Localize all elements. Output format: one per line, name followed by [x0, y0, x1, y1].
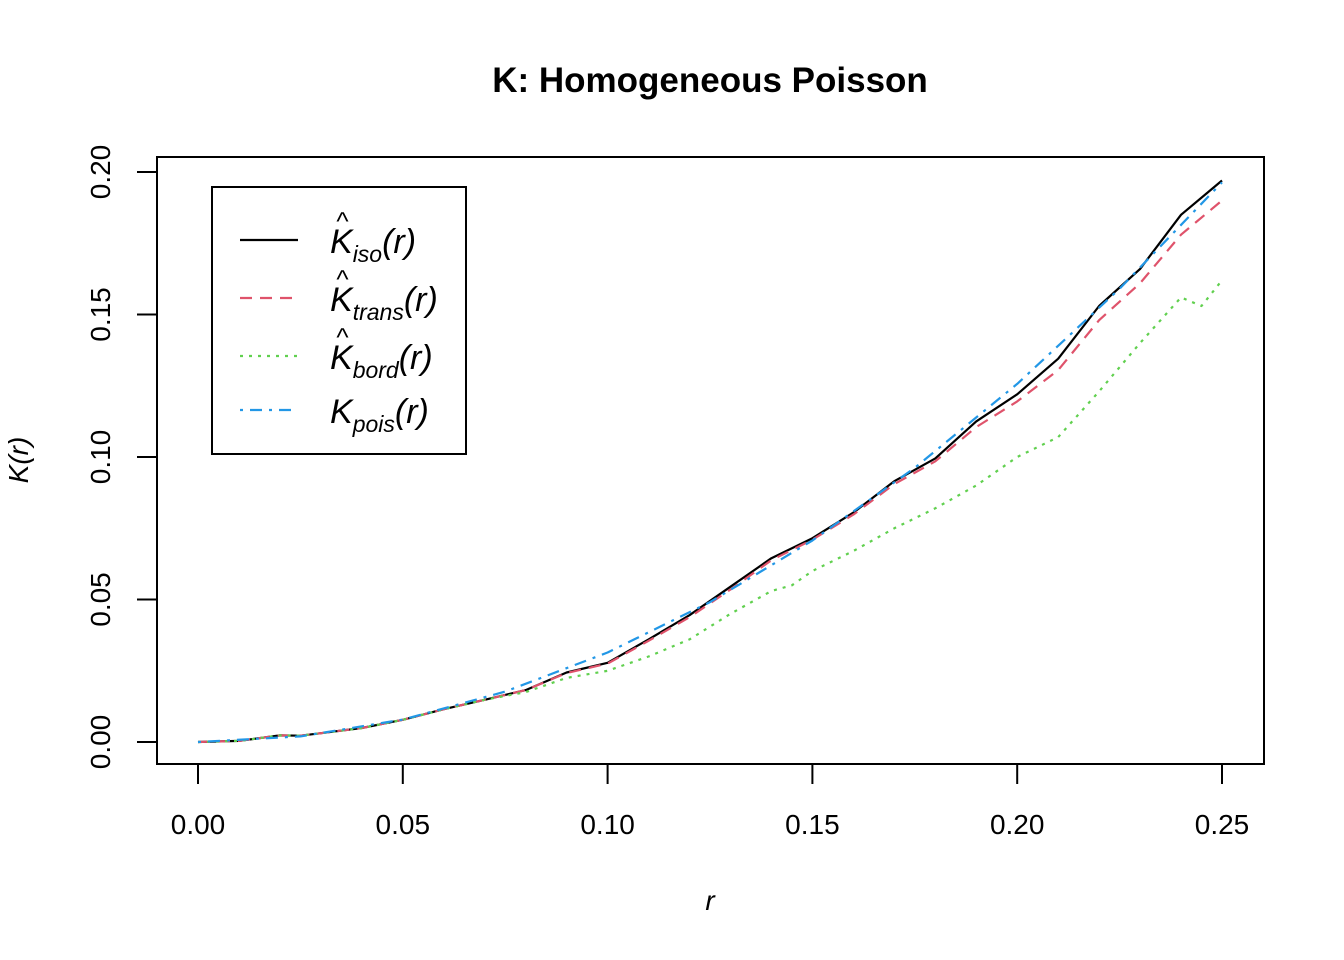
x-tick-label: 0.00: [171, 809, 226, 840]
series-line-bord: [197, 279, 1223, 744]
y-tick-label: 0.00: [85, 715, 116, 770]
legend-argument: (r): [382, 223, 416, 261]
legend-symbol: K: [330, 281, 354, 319]
y-axis: 0.00 0.05 0.10 0.15 0.20: [85, 145, 158, 770]
y-tick-label: 0.15: [85, 287, 116, 342]
x-tick-label: 0.10: [580, 809, 635, 840]
y-axis-label: K(r): [3, 437, 34, 484]
legend-symbol: K: [330, 393, 354, 431]
x-tick-label: 0.25: [1195, 809, 1250, 840]
legend-label-trans: Ktrans(r): [330, 281, 438, 325]
y-tick-label: 0.05: [85, 572, 116, 627]
y-tick-label: 0.20: [85, 145, 116, 200]
legend-hat-accent: ^: [336, 206, 349, 236]
legend-symbol: K: [330, 339, 354, 377]
x-axis-label: r: [705, 885, 716, 916]
legend-symbol: K: [330, 223, 354, 261]
series-line-pois: [197, 181, 1223, 744]
series-line-trans: [197, 199, 1223, 744]
legend-argument: (r): [395, 393, 429, 431]
x-tick-label: 0.15: [785, 809, 840, 840]
y-axis-label-text: K(r): [3, 437, 34, 484]
x-tick-label: 0.05: [376, 809, 431, 840]
legend-label-bord: Kbord(r): [330, 339, 433, 383]
legend-label-pois: Kpois(r): [330, 393, 429, 437]
legend-argument: (r): [404, 281, 438, 319]
legend-subscript: iso: [353, 241, 383, 267]
chart-title: K: Homogeneous Poisson: [492, 61, 928, 100]
legend-subscript: bord: [353, 357, 400, 383]
x-tick-label: 0.20: [990, 809, 1045, 840]
x-axis: 0.00 0.05 0.10 0.15 0.20 0.25: [171, 763, 1250, 840]
legend-hat-accent: ^: [336, 264, 349, 294]
series-layer: [197, 179, 1223, 744]
legend-argument: (r): [399, 339, 433, 377]
legend-label-iso: Kiso(r): [330, 223, 416, 267]
y-tick-label: 0.10: [85, 430, 116, 485]
legend-entries: Kiso(r)^Ktrans(r)^Kbord(r)^Kpois(r): [240, 206, 438, 437]
legend-hat-accent: ^: [336, 322, 349, 352]
legend-subscript: pois: [352, 411, 396, 437]
legend: Kiso(r)^Ktrans(r)^Kbord(r)^Kpois(r): [211, 186, 467, 455]
legend-subscript: trans: [353, 299, 405, 325]
